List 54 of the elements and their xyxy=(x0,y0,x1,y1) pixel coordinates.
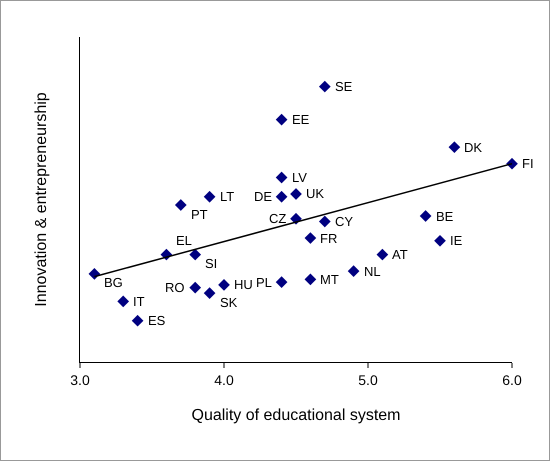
annotation: NL xyxy=(364,264,381,279)
annotation: MT xyxy=(320,272,339,287)
annotation: SI xyxy=(205,256,218,271)
annotation: ES xyxy=(148,313,166,328)
point xyxy=(189,248,202,260)
annotation: IT xyxy=(133,294,145,309)
annotation: RO xyxy=(165,280,184,295)
annotation: SK xyxy=(220,295,238,310)
x-axis-title: Quality of educational system xyxy=(192,407,400,424)
point xyxy=(276,114,288,126)
point xyxy=(434,234,446,247)
annotation: FR xyxy=(320,231,338,246)
annotation: HU xyxy=(234,277,253,292)
point xyxy=(204,190,216,203)
point xyxy=(276,190,288,203)
point xyxy=(376,248,388,260)
point xyxy=(189,282,202,294)
point xyxy=(117,296,130,308)
x-tick-label: 4.0 xyxy=(214,372,234,388)
point xyxy=(318,216,331,228)
point xyxy=(348,265,360,277)
annotation: DE xyxy=(254,189,272,204)
annotation: PT xyxy=(191,207,208,222)
annotation: IE xyxy=(450,233,463,248)
point xyxy=(448,141,460,154)
annotation: FI xyxy=(522,156,534,171)
annotation: LT xyxy=(220,189,234,204)
annotation: PL xyxy=(256,275,272,290)
annotation: AT xyxy=(392,247,408,262)
annotation: DK xyxy=(464,140,482,155)
point xyxy=(132,314,144,327)
annotation: CY xyxy=(335,214,354,229)
point xyxy=(276,172,288,184)
annotation: BG xyxy=(104,275,123,290)
point xyxy=(218,279,230,291)
annotation: CZ xyxy=(269,211,286,226)
annotation: BE xyxy=(436,209,454,224)
point xyxy=(174,199,187,211)
point xyxy=(304,274,316,286)
annotation: EL xyxy=(176,233,192,248)
point xyxy=(290,188,302,200)
point xyxy=(204,287,216,299)
x-tick-label: 5.0 xyxy=(358,372,378,388)
point xyxy=(420,210,432,222)
x-tick-label: 3.0 xyxy=(70,372,90,388)
y-axis-title: Innovation & entrepreneurship xyxy=(33,92,50,307)
annotation: EE xyxy=(292,112,310,127)
point xyxy=(318,80,331,92)
annotation: LV xyxy=(292,170,308,185)
point xyxy=(276,276,288,288)
annotation: SE xyxy=(335,79,353,94)
point xyxy=(304,232,316,244)
x-tick-label: 6.0 xyxy=(502,372,522,388)
annotation: UK xyxy=(306,186,324,201)
